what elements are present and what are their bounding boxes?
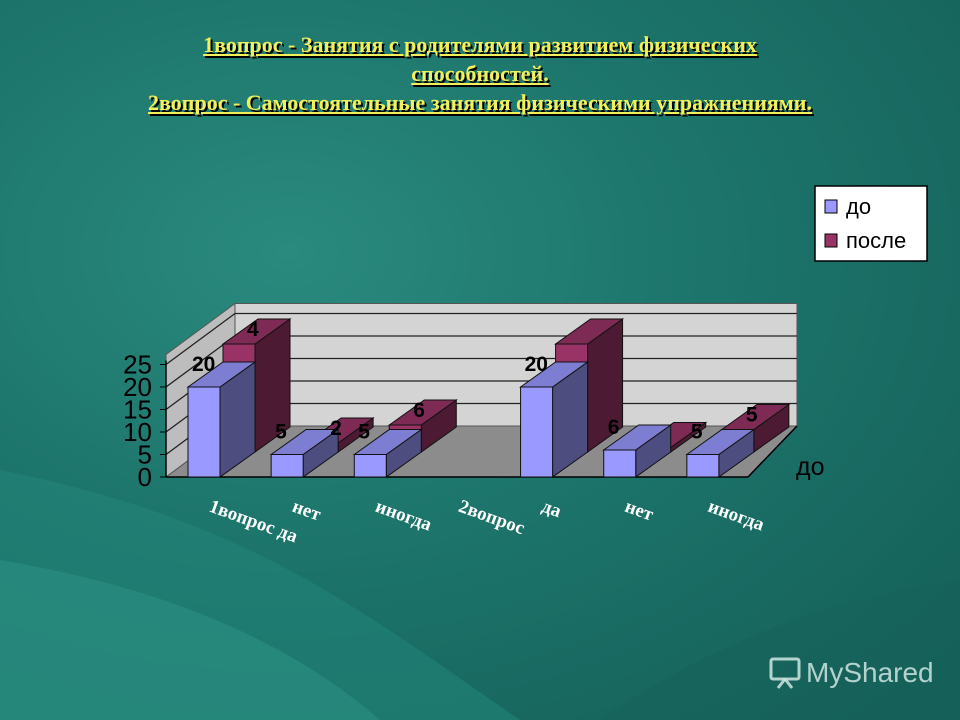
y-tick-label: 25	[123, 350, 152, 380]
y-tick-label: 0	[138, 462, 152, 492]
presentation-icon	[769, 657, 801, 689]
watermark-text: MyShared	[806, 657, 934, 688]
bar-before	[352, 428, 423, 478]
bar-before	[519, 361, 590, 478]
x-category-label: да	[539, 496, 565, 522]
depth-axis-label: до	[796, 453, 825, 481]
data-label: 5	[358, 421, 370, 444]
title-line-2: способностей.	[411, 61, 549, 86]
slide-title: 1вопрос - Занятия с родителями развитием…	[20, 30, 940, 117]
legend-swatch	[824, 233, 838, 248]
x-category-label: иногда	[373, 496, 435, 536]
bar-before	[186, 361, 257, 478]
watermark-logo: MyShared	[768, 655, 948, 695]
data-label: 20	[192, 353, 215, 376]
y-tick-label: 10	[123, 417, 152, 447]
bar-before	[269, 428, 340, 478]
bar-before	[602, 424, 673, 478]
data-label: 5	[746, 404, 758, 427]
legend-swatch	[824, 199, 838, 214]
y-tick-label: 5	[138, 440, 152, 470]
data-label: 6	[608, 416, 620, 439]
x-category-label: иногда	[705, 496, 767, 536]
title-line-3: 2вопрос - Самостоятельные занятия физиче…	[148, 90, 812, 115]
title-line-1: 1вопрос - Занятия с родителями развитием…	[203, 32, 757, 57]
x-category-label: 2вопрос	[456, 496, 528, 539]
data-label: 20	[525, 353, 548, 376]
x-category-label: нет	[622, 496, 657, 526]
depth-axis-line	[747, 425, 798, 478]
data-label: 5	[275, 421, 287, 444]
y-tick-label: 15	[123, 395, 152, 425]
data-label: 2	[330, 417, 342, 440]
gridline	[165, 312, 797, 366]
data-label: 4	[247, 318, 259, 341]
x-category-label: нет	[289, 496, 324, 526]
legend-entry-before: до	[846, 194, 871, 219]
bar-before	[685, 428, 756, 478]
y-tick-label: 20	[123, 372, 152, 402]
legend-entry-after: после	[846, 228, 906, 253]
data-label: 5	[691, 421, 703, 444]
plot-back-wall	[234, 303, 798, 427]
data-label: 6	[413, 399, 425, 422]
legend-box	[814, 185, 928, 262]
x-category-label: 1вопрос да	[206, 496, 301, 548]
